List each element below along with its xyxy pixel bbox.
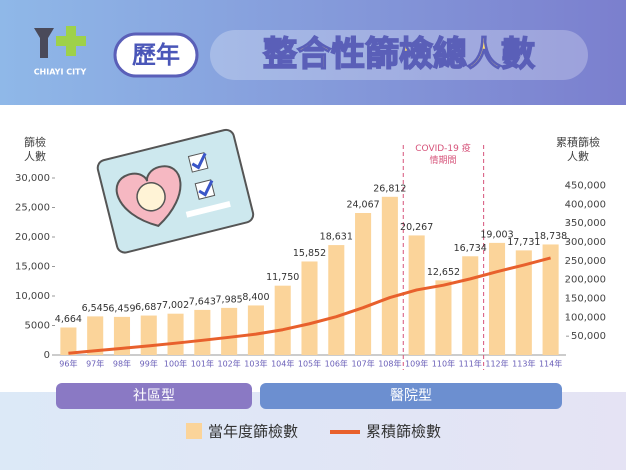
value-label: 26,812 bbox=[373, 183, 406, 194]
y2-tick-label: 200,000 bbox=[565, 275, 606, 286]
bar bbox=[194, 309, 211, 355]
x-tick-label: 99年 bbox=[140, 359, 158, 369]
annotation: COVID-19 疫情期間 bbox=[415, 144, 471, 166]
value-label: 8,400 bbox=[242, 292, 269, 303]
value-label: 6,459 bbox=[108, 303, 135, 314]
bar bbox=[355, 213, 372, 355]
y2-tick-label: 400,000 bbox=[565, 199, 606, 210]
value-label: 24,067 bbox=[346, 200, 379, 211]
bar bbox=[301, 261, 318, 355]
x-tick-label: 104年 bbox=[271, 359, 294, 369]
value-label: 18,631 bbox=[320, 232, 353, 243]
x-tick-label: 107年 bbox=[351, 359, 374, 369]
x-tick-label: 98年 bbox=[113, 359, 131, 369]
legend-label: 累積篩檢數 bbox=[366, 423, 441, 441]
bar bbox=[247, 305, 264, 355]
y-tick-label: 10,000 bbox=[15, 291, 50, 302]
group-label: 醫院型 bbox=[260, 383, 562, 409]
value-label: 7,002 bbox=[162, 300, 189, 311]
y2-tick-label: 150,000 bbox=[565, 294, 606, 305]
header-band bbox=[0, 0, 626, 105]
x-tick-label: 108年 bbox=[378, 359, 401, 369]
legend-label: 當年度篩檢數 bbox=[208, 423, 298, 441]
value-label: 18,738 bbox=[534, 231, 567, 242]
x-tick-label: 112年 bbox=[485, 359, 508, 369]
bar bbox=[462, 256, 479, 355]
illustration bbox=[96, 128, 255, 254]
bar bbox=[87, 316, 104, 355]
x-tick-label: 97年 bbox=[86, 359, 104, 369]
x-tick-label: 96年 bbox=[59, 359, 77, 369]
y-tick-label: 25,000 bbox=[15, 203, 50, 214]
bar bbox=[167, 313, 184, 355]
value-label: 15,852 bbox=[293, 248, 326, 259]
x-tick-label: 101年 bbox=[191, 359, 214, 369]
value-label: 19,003 bbox=[480, 229, 513, 240]
bar bbox=[408, 235, 425, 355]
title-tag: 歷年 bbox=[132, 41, 180, 69]
y2-tick-label: 50,000 bbox=[571, 331, 606, 342]
bar bbox=[542, 244, 559, 355]
value-label: 11,750 bbox=[266, 272, 299, 283]
value-label: 6,545 bbox=[82, 303, 109, 314]
bar bbox=[515, 250, 532, 355]
legend-swatch bbox=[186, 423, 202, 439]
y2-axis-label: 累積篩檢人數 bbox=[556, 136, 600, 163]
value-label: 20,267 bbox=[400, 222, 433, 233]
logo: CHIAYI CITY bbox=[34, 26, 87, 77]
y-tick-label: 20,000 bbox=[15, 232, 50, 243]
y2-tick-label: 100,000 bbox=[565, 312, 606, 323]
y2-tick-label: 450,000 bbox=[565, 181, 606, 192]
group-label: 社區型 bbox=[56, 383, 252, 409]
x-tick-label: 111年 bbox=[459, 359, 482, 369]
title-box bbox=[210, 30, 588, 80]
bar bbox=[140, 315, 157, 355]
y2-tick-label: 300,000 bbox=[565, 237, 606, 248]
x-tick-label: 106年 bbox=[325, 359, 348, 369]
x-tick-label: 102年 bbox=[217, 359, 240, 369]
y-tick-label: 0 bbox=[44, 350, 50, 361]
y-tick-label: 15,000 bbox=[15, 262, 50, 273]
x-tick-label: 100年 bbox=[164, 359, 187, 369]
bar bbox=[435, 280, 452, 355]
value-label: 6,687 bbox=[135, 302, 162, 313]
value-label: 12,652 bbox=[427, 267, 460, 278]
title-tag-box bbox=[113, 32, 199, 78]
bar bbox=[113, 316, 131, 355]
cumulative-line bbox=[68, 256, 551, 355]
x-tick-label: 109年 bbox=[405, 359, 428, 369]
bar bbox=[274, 285, 291, 355]
x-tick-label: 113年 bbox=[512, 359, 535, 369]
y-tick-label: 30,000 bbox=[15, 173, 50, 184]
value-label: 17,731 bbox=[507, 237, 540, 248]
logo-text: CHIAYI CITY bbox=[34, 68, 87, 77]
y-tick-label: 5000 bbox=[25, 321, 50, 332]
value-label: 16,734 bbox=[454, 243, 487, 254]
bar bbox=[60, 327, 77, 355]
bar bbox=[328, 245, 345, 355]
x-tick-label: 103年 bbox=[244, 359, 267, 369]
y-axis-label: 篩檢人數 bbox=[24, 136, 46, 163]
bar bbox=[381, 196, 398, 355]
bar bbox=[488, 242, 506, 355]
y2-tick-label: 350,000 bbox=[565, 218, 606, 229]
value-label: 4,664 bbox=[55, 314, 82, 325]
chart-title: 整合性篩檢總人數 bbox=[263, 35, 535, 75]
value-label: 7,985 bbox=[216, 294, 243, 305]
y2-tick-label: 250,000 bbox=[565, 256, 606, 267]
x-tick-label: 110年 bbox=[432, 359, 455, 369]
value-label: 7,643 bbox=[189, 296, 216, 307]
x-tick-label: 105年 bbox=[298, 359, 321, 369]
x-tick-label: 114年 bbox=[539, 359, 562, 369]
bar bbox=[221, 307, 238, 355]
